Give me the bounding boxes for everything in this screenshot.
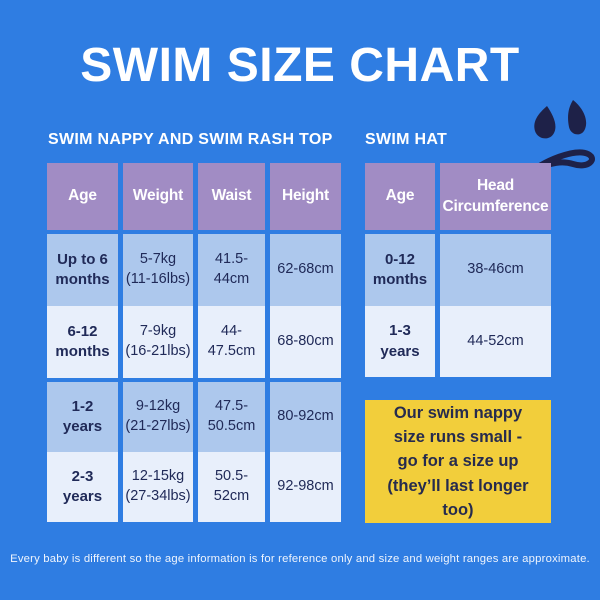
table-cell: 9-12kg (21-27lbs) [123,382,193,452]
table-cell: 50.5- 52cm [198,452,265,522]
sizing-note-box: Our swim nappy size runs small - go for … [365,400,551,523]
table-cell: 68-80cm [270,306,341,378]
hat-column-head-circumference: Head Circumference 38-46cm 44-52cm [440,163,551,377]
section-title-hat: SWIM HAT [365,131,448,148]
page-title: SWIM SIZE CHART [80,39,520,92]
column-header-height: Height [270,163,341,230]
nappy-column-height: Height 62-68cm 68-80cm 80-92cm 92-98cm [270,163,341,522]
table-cell: 44-52cm [440,306,551,377]
table-cell: Up to 6 months [47,234,118,306]
column-header-age: Age [365,163,435,230]
hat-size-table: Age 0-12 months 1-3 years Head Circumfer… [365,163,551,377]
column-header-weight: Weight [123,163,193,230]
table-cell: 6-12 months [47,306,118,378]
table-cell: 47.5- 50.5cm [198,382,265,452]
nappy-column-weight: Weight 5-7kg (11-16lbs) 7-9kg (16-21lbs)… [123,163,193,522]
column-header-age: Age [47,163,118,230]
hat-column-age: Age 0-12 months 1-3 years [365,163,435,377]
nappy-column-age: Age Up to 6 months 6-12 months 1-2 years… [47,163,118,522]
column-header-waist: Waist [198,163,265,230]
column-header-head-circumference: Head Circumference [440,163,551,230]
table-cell: 0-12 months [365,234,435,306]
table-cell: 62-68cm [270,234,341,306]
table-cell: 2-3 years [47,452,118,522]
table-cell: 80-92cm [270,382,341,452]
table-cell: 7-9kg (16-21lbs) [123,306,193,378]
table-cell: 1-3 years [365,306,435,377]
table-cell: 92-98cm [270,452,341,522]
table-cell: 41.5- 44cm [198,234,265,306]
table-cell: 44- 47.5cm [198,306,265,378]
table-cell: 38-46cm [440,234,551,306]
table-cell: 5-7kg (11-16lbs) [123,234,193,306]
nappy-column-waist: Waist 41.5- 44cm 44- 47.5cm 47.5- 50.5cm… [198,163,265,522]
section-title-nappy: SWIM NAPPY AND SWIM RASH TOP [48,131,333,148]
footer-disclaimer: Every baby is different so the age infor… [10,553,590,565]
table-cell: 12-15kg (27-34lbs) [123,452,193,522]
table-cell: 1-2 years [47,382,118,452]
nappy-size-table: Age Up to 6 months 6-12 months 1-2 years… [47,163,341,522]
